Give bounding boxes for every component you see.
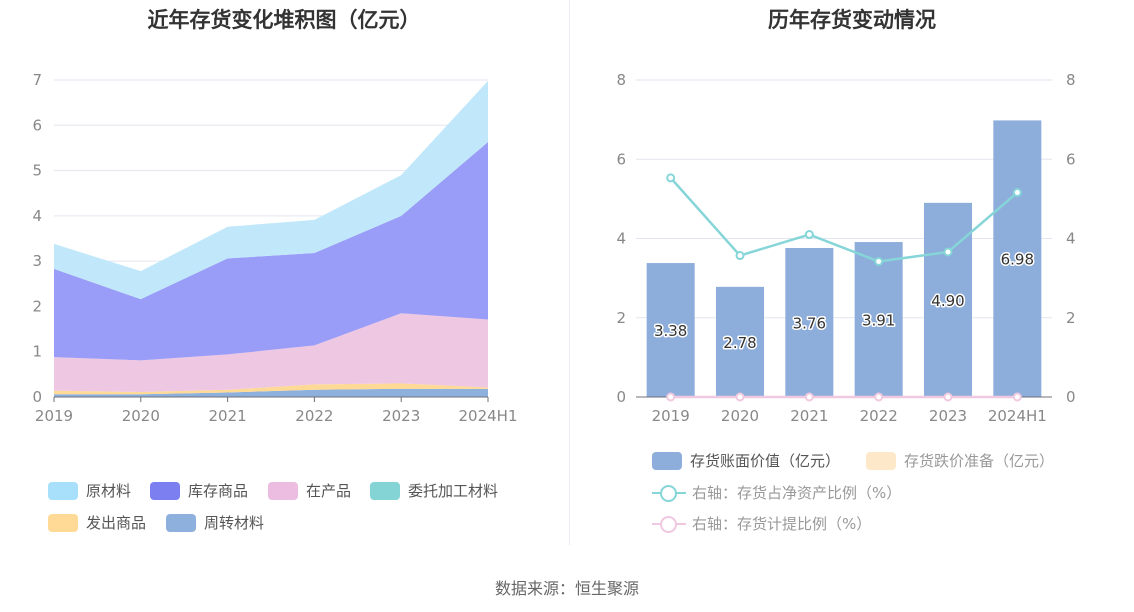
bar-value-label: 3.91 xyxy=(862,312,895,330)
legend-swatch xyxy=(48,513,78,532)
bar-value-label: 2.78 xyxy=(723,334,756,352)
y-tick-label: 6 xyxy=(616,150,626,168)
y-tick-label: 0 xyxy=(32,388,42,406)
legend-item[interactable]: 委托加工材料 xyxy=(370,480,498,501)
area-在产品 xyxy=(54,313,488,393)
y-tick-label: 3 xyxy=(32,252,42,270)
legend-label: 发出商品 xyxy=(86,514,147,532)
y2-tick-label: 8 xyxy=(1066,71,1076,89)
x-tick-label: 2019 xyxy=(652,407,690,425)
right-chart-title: 历年存货变动情况 xyxy=(768,8,936,32)
x-tick-label: 2021 xyxy=(209,407,247,425)
legend-label: 存货跌价准备（亿元） xyxy=(904,452,1055,470)
line-point xyxy=(735,392,745,402)
y-tick-label: 6 xyxy=(32,116,42,134)
area-库存商品 xyxy=(54,142,488,361)
x-tick-label: 2020 xyxy=(721,407,759,425)
y-tick-label: 1 xyxy=(32,343,42,361)
stacked-area-chart: 0 1 2 3 4 5 6 7 2019 2020 2021 2022 2023 2024H1 xyxy=(32,71,518,425)
x-tick-label: 2023 xyxy=(382,407,420,425)
legend-swatch xyxy=(150,481,180,500)
y-tick-label: 2 xyxy=(32,297,42,315)
line-point xyxy=(735,251,745,261)
bar-2020 xyxy=(716,286,764,397)
line-point xyxy=(804,230,814,240)
x-tick-label: 2022 xyxy=(860,407,898,425)
bar-2023 xyxy=(924,202,972,397)
legend-label: 周转材料 xyxy=(204,514,265,532)
data-source-note: 数据来源：恒生聚源 xyxy=(494,579,639,598)
legend-swatch xyxy=(370,481,400,500)
legend-label: 原材料 xyxy=(86,482,132,500)
line-point xyxy=(666,392,676,402)
y2-tick-label: 2 xyxy=(1066,309,1076,327)
y-tick-label: 7 xyxy=(32,71,42,89)
legend-label: 库存商品 xyxy=(188,482,249,500)
legend-item[interactable]: 原材料 xyxy=(48,480,131,501)
bar-2019 xyxy=(646,263,695,397)
x-tick-label: 2021 xyxy=(790,407,828,425)
line-point xyxy=(804,392,814,402)
x-tick-label: 2024H1 xyxy=(459,407,518,425)
legend-swatch xyxy=(268,481,298,500)
legend-item[interactable]: 右轴：存货计提比例（%） xyxy=(652,513,871,534)
panel-divider xyxy=(569,0,570,545)
line-point xyxy=(666,173,676,183)
bar-value-label: 4.90 xyxy=(931,292,964,310)
x-tick-label: 2024H1 xyxy=(988,407,1047,425)
bar-value-label: 6.98 xyxy=(1001,251,1034,269)
left-chart-title: 近年存货变化堆积图（亿元） xyxy=(147,8,421,32)
legend-label: 在产品 xyxy=(306,482,352,500)
line-point xyxy=(1012,188,1022,198)
y-tick-label: 4 xyxy=(616,230,626,248)
legend-item[interactable]: 库存商品 xyxy=(150,480,248,501)
y2-tick-label: 6 xyxy=(1066,150,1076,168)
legend-label: 委托加工材料 xyxy=(408,482,499,500)
legend-item[interactable]: 周转材料 xyxy=(166,512,264,533)
legend-item[interactable]: 右轴：存货占净资产比例（%） xyxy=(652,482,901,503)
legend-item[interactable]: 存货账面价值（亿元） xyxy=(652,450,840,471)
line-point xyxy=(874,392,884,402)
x-tick-label: 2022 xyxy=(295,407,333,425)
x-tick-label: 2023 xyxy=(929,407,967,425)
legend-label: 右轴：存货占净资产比例（%） xyxy=(692,484,902,502)
legend-symbol xyxy=(652,451,682,470)
bar-2024H1 xyxy=(993,120,1042,397)
legend-label: 右轴：存货计提比例（%） xyxy=(692,515,872,533)
y2-tick-label: 4 xyxy=(1066,230,1076,248)
bar-2022 xyxy=(854,242,903,397)
line-point xyxy=(874,256,884,266)
y-tick-label: 8 xyxy=(616,71,626,89)
legend-symbol xyxy=(652,515,686,533)
legend-item[interactable]: 在产品 xyxy=(268,480,351,501)
legend-item[interactable]: 发出商品 xyxy=(48,512,146,533)
bar-2021 xyxy=(785,248,834,397)
x-tick-label: 2020 xyxy=(122,407,160,425)
legend-label: 存货账面价值（亿元） xyxy=(690,452,841,470)
bar-value-label: 3.38 xyxy=(654,322,687,340)
legend-swatch xyxy=(48,481,78,500)
line-point xyxy=(943,247,953,257)
area-发出商品 xyxy=(54,383,488,395)
y-tick-label: 5 xyxy=(32,162,42,180)
y-tick-label: 0 xyxy=(616,388,626,406)
legend-symbol xyxy=(652,484,686,502)
bar-line-panel: 历年存货变动情况 0 2 4 6 8 0 2 4 6 8 3.38 2.78 3.76 3.91 4.90 6… xyxy=(570,0,1134,545)
stacked-area-panel: 近年存货变化堆积图（亿元） 0 1 2 3 4 5 6 7 2019 2020 2021 2022 20… xyxy=(0,0,568,545)
line-point xyxy=(1012,392,1022,402)
line-右轴：存货占净资产比例（%） xyxy=(669,177,1019,263)
y-tick-label: 4 xyxy=(32,207,42,225)
bar-value-label: 3.76 xyxy=(793,315,826,333)
y-tick-label: 2 xyxy=(616,309,626,327)
area-周转材料 xyxy=(54,388,488,397)
bar-line-chart: 0 2 4 6 8 0 2 4 6 8 3.38 2.78 3.76 3.91 4.90 6.98 2019 20… xyxy=(616,71,1076,425)
y2-tick-label: 0 xyxy=(1066,388,1076,406)
line-point xyxy=(943,392,953,402)
legend-swatch xyxy=(166,513,196,532)
legend-symbol xyxy=(866,451,896,470)
area-原材料 xyxy=(54,80,488,300)
legend-item[interactable]: 存货跌价准备（亿元） xyxy=(866,450,1054,471)
x-tick-label: 2019 xyxy=(35,407,73,425)
